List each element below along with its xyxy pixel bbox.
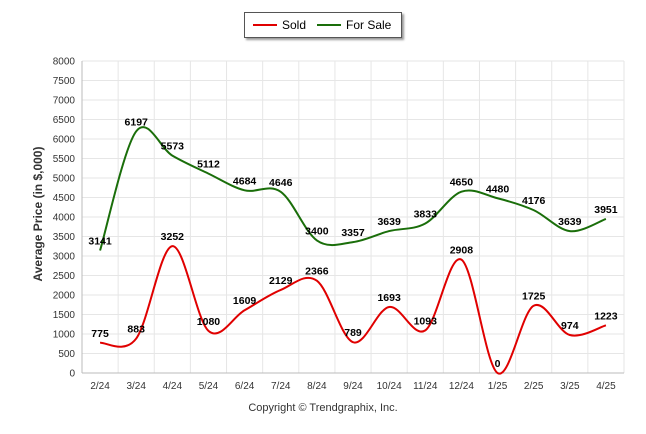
x-tick-label: 2/25 — [524, 381, 544, 392]
data-label-for-sale: 3833 — [414, 209, 438, 221]
data-label-for-sale: 3639 — [558, 216, 582, 228]
data-label-for-sale: 4480 — [486, 183, 510, 195]
series-line-for-sale — [99, 126, 607, 251]
x-tick-label: 7/24 — [271, 381, 291, 392]
legend-item-for-sale[interactable]: For Sale — [317, 18, 391, 32]
data-label-sold: 1693 — [377, 292, 401, 304]
series-lines — [99, 126, 607, 375]
y-tick-label: 1000 — [53, 330, 76, 341]
data-label-sold: 775 — [91, 328, 109, 340]
x-tick-label: 4/25 — [596, 381, 616, 392]
data-label-for-sale: 3141 — [88, 236, 112, 248]
legend-label-sold: Sold — [282, 18, 307, 32]
y-tick-label: 500 — [58, 349, 75, 360]
series-line-sold — [99, 245, 607, 375]
data-label-sold: 2366 — [305, 266, 329, 278]
data-label-sold: 974 — [561, 320, 579, 332]
x-tick-label: 9/24 — [343, 381, 363, 392]
x-tick-label: 3/25 — [560, 381, 580, 392]
data-label-for-sale: 5573 — [161, 141, 185, 153]
grid — [81, 60, 625, 374]
y-tick-label: 1500 — [53, 310, 76, 321]
y-tick-label: 7000 — [53, 96, 76, 107]
y-tick-label: 7500 — [53, 76, 76, 87]
x-tick-label: 5/24 — [199, 381, 219, 392]
data-label-sold: 1223 — [594, 310, 618, 322]
y-tick-label: 0 — [69, 369, 75, 380]
y-tick-label: 5500 — [53, 154, 76, 165]
data-label-sold: 2908 — [450, 245, 474, 257]
y-tick-label: 3500 — [53, 232, 76, 243]
data-labels: 775 883 3252 1080 1609 2129 2366 789 1693 1093 290… — [88, 116, 617, 370]
y-tick-label: 5000 — [53, 174, 76, 185]
x-tick-label: 8/24 — [307, 381, 327, 392]
data-label-sold: 789 — [344, 327, 362, 339]
x-tick-label: 11/24 — [413, 381, 438, 392]
legend-item-sold[interactable]: Sold — [253, 18, 306, 32]
y-tick-label: 4500 — [53, 193, 76, 204]
data-label-sold: 1725 — [522, 291, 546, 303]
y-tick-label: 4000 — [53, 213, 76, 224]
x-tick-label: 4/24 — [163, 381, 183, 392]
data-label-sold: 1609 — [233, 295, 257, 307]
data-label-for-sale: 6197 — [125, 116, 149, 128]
copyright-footer: Copyright © Trendgraphix, Inc. — [248, 402, 398, 414]
data-label-sold: 1080 — [197, 316, 221, 328]
y-tick-label: 6500 — [53, 115, 76, 126]
x-tick-label: 1/25 — [488, 381, 508, 392]
y-tick-label: 2000 — [53, 291, 76, 302]
data-label-for-sale: 3639 — [377, 216, 401, 228]
x-tick-label: 6/24 — [235, 381, 255, 392]
legend-label-for-sale: For Sale — [346, 18, 392, 32]
data-label-sold: 3252 — [161, 231, 185, 243]
x-tick-label: 3/24 — [126, 381, 146, 392]
y-axis-ticks: 0 500 1000 1500 2000 2500 3000 3500 4000 4500 5000… — [53, 57, 76, 380]
data-label-sold: 883 — [127, 324, 145, 336]
data-label-for-sale: 5112 — [197, 159, 220, 171]
data-label-sold: 1093 — [414, 315, 438, 327]
legend: Sold For Sale — [244, 12, 402, 38]
y-tick-label: 3000 — [53, 252, 76, 263]
y-axis-label: Average Price (in $,000) — [31, 146, 45, 282]
y-tick-label: 6000 — [53, 135, 76, 146]
data-label-for-sale: 4684 — [233, 175, 257, 187]
data-label-for-sale: 3400 — [305, 225, 329, 237]
data-label-for-sale: 3951 — [594, 204, 618, 216]
data-label-sold: 2129 — [269, 275, 293, 287]
legend-swatch-for-sale — [317, 24, 341, 26]
x-tick-label: 10/24 — [377, 381, 402, 392]
data-label-for-sale: 4646 — [269, 177, 293, 189]
data-label-for-sale: 4650 — [450, 177, 474, 189]
y-tick-label: 8000 — [53, 57, 76, 68]
y-tick-label: 2500 — [53, 271, 76, 282]
x-tick-label: 12/24 — [449, 381, 474, 392]
data-label-for-sale: 3357 — [341, 227, 365, 239]
x-axis-ticks: 2/24 3/24 4/24 5/24 6/24 7/24 8/24 9/24 10/24 11/… — [90, 381, 616, 392]
data-label-sold: 0 — [495, 358, 501, 370]
data-label-for-sale: 4176 — [522, 195, 546, 207]
x-tick-label: 2/24 — [90, 381, 110, 392]
legend-swatch-sold — [253, 24, 277, 26]
